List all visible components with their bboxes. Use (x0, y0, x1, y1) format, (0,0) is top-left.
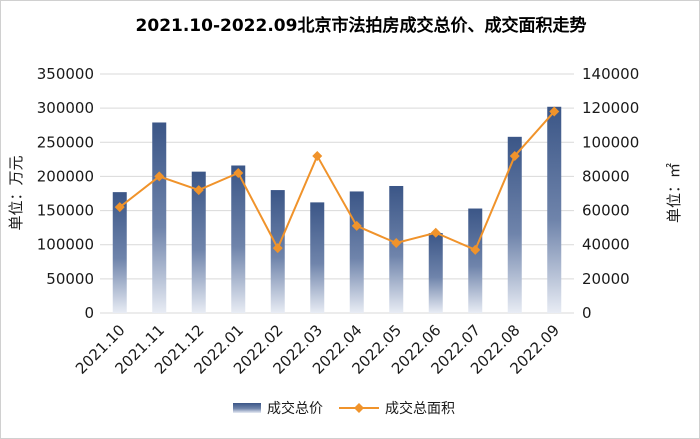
bar-2022.08 (507, 136, 522, 313)
left-tick-label: 250000 (37, 133, 94, 151)
line-point-2022.06 (430, 227, 441, 238)
right-tick-label: 80000 (582, 167, 630, 185)
line-point-2022.04 (351, 220, 362, 231)
line-point-2022.07 (470, 244, 481, 255)
grid-layer (100, 73, 574, 314)
line-point-2021.12 (193, 185, 204, 196)
legend-line-label: 成交总面积 (385, 400, 455, 417)
left-tick-label: 350000 (37, 65, 94, 83)
bar-2022.01 (231, 165, 246, 313)
right-axis-label: 单位：㎡ (665, 163, 683, 223)
chart-title: 2021.10-2022.09北京市法拍房成交总价、成交面积走势 (136, 15, 587, 36)
right-tick-label: 40000 (582, 236, 630, 254)
legend-line-marker (354, 403, 364, 413)
left-tick-label: 300000 (37, 99, 94, 117)
left-tick-label: 150000 (37, 202, 94, 220)
left-tick-label: 100000 (37, 236, 94, 254)
bar-2021.11 (152, 122, 167, 314)
left-tick-label: 0 (84, 304, 94, 322)
bar-2021.10 (112, 192, 127, 313)
line-point-2021.10 (114, 202, 125, 213)
line-point-2022.09 (549, 106, 560, 117)
bars-layer (112, 106, 562, 314)
legend-bar-swatch (233, 403, 261, 413)
left-tick-label: 50000 (46, 270, 94, 288)
right-tick-label: 60000 (582, 202, 630, 220)
area-series-line (119, 110, 555, 252)
right-tick-label: 140000 (582, 65, 639, 83)
line-point-2022.08 (509, 150, 520, 161)
left-tick-label: 200000 (37, 167, 94, 185)
line-layer (114, 106, 560, 255)
line-point-2022.01 (233, 168, 244, 179)
right-tick-label: 0 (582, 304, 592, 322)
legend-bar-label: 成交总价 (267, 400, 323, 417)
x-axis-ticks: 2021.102021.112021.122022.012022.022022.… (72, 321, 563, 378)
legend: 成交总价 成交总面积 (233, 400, 455, 417)
bar-2022.05 (389, 185, 404, 313)
right-tick-label: 120000 (582, 99, 639, 117)
right-tick-label: 100000 (582, 133, 639, 151)
bar-2022.07 (468, 208, 483, 313)
line-point-2021.11 (154, 171, 165, 182)
line-point-2022.05 (391, 238, 402, 249)
bar-2022.06 (428, 233, 443, 313)
line-point-2022.03 (312, 150, 323, 161)
bar-2022.04 (349, 191, 364, 313)
bar-2022.09 (547, 106, 562, 313)
right-axis-ticks: 0 20000 40000 60000 80000 100000 120000 140000 (582, 65, 639, 322)
line-point-2022.02 (272, 243, 283, 254)
left-axis-ticks: 0 50000 100000 150000 200000 250000 300000 3500… (37, 65, 94, 322)
left-axis-label: 单位：万元 (7, 155, 25, 230)
bar-2022.03 (310, 202, 325, 313)
right-tick-label: 20000 (582, 270, 630, 288)
bar-2021.12 (191, 171, 206, 313)
